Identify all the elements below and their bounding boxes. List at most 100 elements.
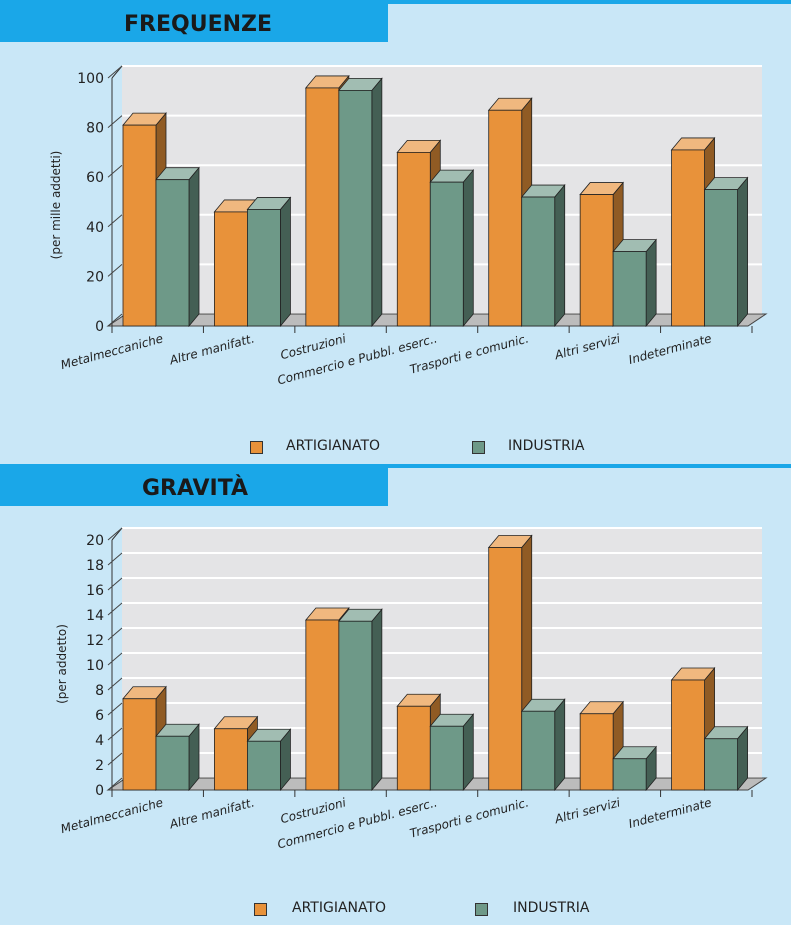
legend-swatch-industria [475, 903, 488, 916]
bar-front [671, 679, 705, 791]
y-tick-label: 40 [86, 220, 104, 236]
y-tick [107, 702, 123, 716]
y-tick [107, 527, 123, 541]
y-tick [107, 602, 123, 616]
y-tick [107, 677, 123, 691]
bar-side [554, 698, 566, 792]
bar-front [612, 251, 647, 327]
x-category-label-indeterminate: Indeterminate [627, 331, 713, 367]
bar-side [554, 183, 566, 328]
bar-front [122, 124, 157, 327]
y-tick [107, 652, 123, 666]
bar-front [488, 109, 523, 327]
bar-front [247, 209, 281, 327]
y-tick-label: 60 [86, 170, 104, 186]
bar-front [429, 725, 464, 791]
bar-industria-indeterminate [703, 725, 749, 792]
y-tick-label: 16 [86, 583, 104, 599]
bar-front [671, 149, 705, 327]
bar-front [155, 735, 190, 791]
legend-label-industria: INDUSTRIA [508, 438, 585, 454]
bar-front [612, 758, 647, 791]
bar-front [122, 698, 157, 791]
legend-swatch-artigianato [250, 441, 263, 454]
y-tick [107, 777, 123, 791]
y-tick-label: 100 [77, 71, 104, 87]
y-tick [107, 552, 123, 566]
legend-swatch-industria [472, 441, 485, 454]
bar-front [396, 705, 431, 791]
y-axis-label: (per mille addetti) [49, 151, 63, 260]
bar-industria-altri-servizi [612, 745, 657, 792]
y-tick [107, 727, 123, 741]
y-tick-label: 14 [86, 608, 104, 624]
bar-industria-commercio [429, 713, 475, 792]
y-tick-label: 0 [95, 319, 104, 335]
y-tick [107, 214, 123, 228]
bar-front [429, 181, 464, 327]
bar-artigianato-metalmeccaniche [122, 685, 167, 792]
bar-side [371, 608, 383, 792]
bar-front [579, 194, 614, 327]
bar-industria-altre-manifatt [246, 728, 292, 792]
x-category-label-indeterminate: Indeterminate [627, 795, 713, 831]
frequenze-title: FREQUENZE [124, 12, 272, 37]
bar-side [371, 77, 383, 328]
y-tick-label: 18 [86, 558, 104, 574]
bar-artigianato-altri-servizi [579, 700, 624, 792]
x-category-label-altre-manifatt: Altre manifatt. [167, 795, 256, 831]
frequenze-chart: 0 20 40 60 80 100 (per mille addetti) Metalmecc… [49, 65, 768, 388]
frequenze-header-tab: FREQUENZE [0, 4, 388, 42]
y-tick-label: 4 [95, 733, 104, 749]
header-line [0, 0, 791, 4]
bar-front [247, 740, 281, 791]
y-tick [107, 577, 123, 591]
bar-front [155, 179, 190, 327]
y-tick-label: 2 [95, 758, 104, 774]
bar-side [280, 196, 291, 328]
y-tick-label: 6 [95, 708, 104, 724]
y-tick-label: 12 [86, 633, 104, 649]
bar-industria-altri-servizi [612, 238, 657, 328]
bar-front [305, 619, 340, 791]
bar-industria-metalmeccaniche [155, 166, 200, 328]
gravita-title: GRAVITÀ [142, 476, 249, 501]
y-tick [107, 164, 123, 178]
x-category-label-altre-manifatt: Altre manifatt. [167, 331, 256, 367]
y-tick [107, 264, 123, 277]
y-tick-label: 10 [86, 658, 104, 674]
y-tick-label: 20 [86, 269, 104, 285]
legend-label-artigianato: ARTIGIANATO [292, 900, 387, 916]
legend-label-artigianato: ARTIGIANATO [286, 438, 381, 454]
legend-swatch-artigianato [254, 903, 267, 916]
gravita-panel: GRAVITÀ 0 2 4 6 8 10 12 14 16 18 20 (per addetto) Me… [0, 464, 791, 925]
bar-side [462, 169, 474, 328]
y-axis-label: (per addetto) [55, 624, 69, 704]
bar-front [305, 87, 340, 327]
y-tick [107, 752, 123, 766]
header-line [0, 464, 791, 468]
y-tick-label: 80 [86, 121, 104, 137]
bar-side [188, 166, 200, 328]
gravita-chart: 0 2 4 6 8 10 12 14 16 18 20 (per addetto) Metalmecca… [55, 527, 768, 852]
bar-front [338, 90, 373, 327]
bar-industria-costruzioni [338, 608, 383, 792]
x-category-label-metalmeccaniche: Metalmeccaniche [59, 331, 164, 372]
gravita-header-tab: GRAVITÀ [0, 468, 388, 506]
y-tick-label: 20 [86, 533, 104, 549]
y-tick [107, 115, 123, 128]
x-category-label-altri-servizi: Altri servizi [552, 795, 622, 826]
bar-front [521, 710, 556, 791]
bar-front [396, 151, 431, 327]
bar-industria-altre-manifatt [246, 196, 292, 328]
x-category-label-metalmeccaniche: Metalmeccaniche [59, 795, 164, 836]
y-tick-label: 0 [95, 783, 104, 799]
bar-industria-indeterminate [703, 176, 749, 328]
bar-front [214, 211, 248, 327]
legend-label-industria: INDUSTRIA [513, 900, 590, 916]
y-tick [107, 313, 123, 327]
bar-industria-trasporti [520, 183, 566, 328]
y-tick [107, 65, 123, 79]
bar-industria-metalmeccaniche [155, 723, 200, 792]
bar-front [704, 189, 738, 327]
